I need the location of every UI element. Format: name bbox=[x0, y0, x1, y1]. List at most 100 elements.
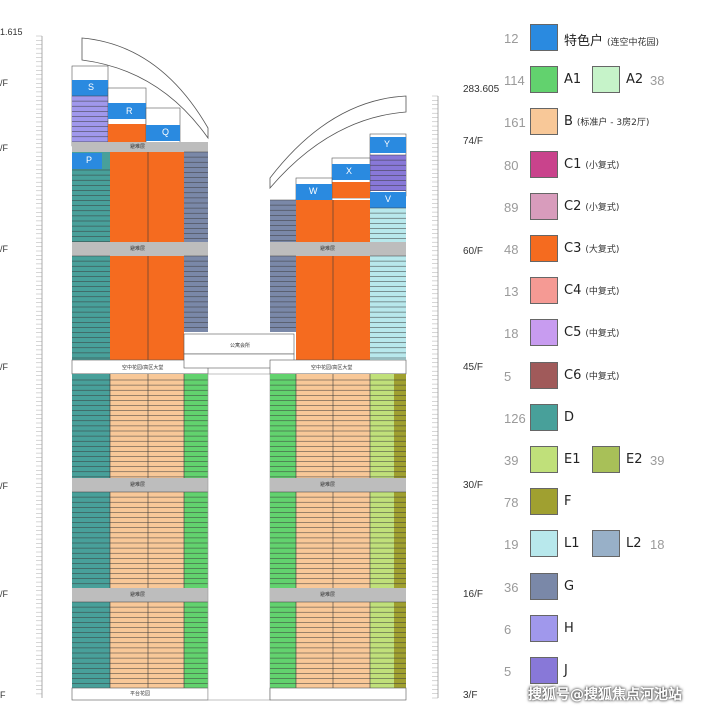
right-floor-label: 74/F bbox=[463, 136, 484, 147]
unit-A1 bbox=[270, 602, 296, 688]
unit-A1 bbox=[270, 374, 296, 480]
legend-row: 114 A1 A2 38 bbox=[500, 66, 710, 94]
unit-C3 bbox=[110, 256, 184, 360]
unit-C3 bbox=[110, 152, 184, 242]
unit-J bbox=[370, 155, 406, 191]
left-crown bbox=[81, 37, 209, 140]
refuge-floor bbox=[72, 588, 208, 602]
legend-row: 5 C6 (中复式) bbox=[500, 361, 710, 390]
legend-swatch bbox=[530, 488, 558, 516]
refuge-floor bbox=[72, 142, 208, 152]
left-floor-label: /F bbox=[0, 589, 8, 599]
legend-row: 89 C2 (小复式) bbox=[500, 192, 710, 221]
unit-B bbox=[110, 374, 184, 480]
unit-tag: Y bbox=[384, 139, 391, 149]
legend-swatch bbox=[530, 572, 558, 600]
legend-row: 80 C1 (小复式) bbox=[500, 150, 710, 179]
legend-name: C2 (小复式) bbox=[564, 199, 619, 214]
special-unit bbox=[146, 125, 180, 141]
legend-note: (大复式) bbox=[585, 245, 620, 255]
unit-B bbox=[110, 602, 184, 688]
unit-F bbox=[394, 602, 406, 688]
legend-name: 特色户 (连空中花园) bbox=[564, 30, 659, 49]
unit-tag: X bbox=[346, 166, 353, 176]
legend-row: 19 L1 L2 18 bbox=[500, 530, 710, 558]
unit-A1 bbox=[184, 492, 208, 588]
special-unit bbox=[370, 137, 406, 153]
unit-F bbox=[394, 492, 406, 588]
unit-G bbox=[270, 256, 296, 332]
legend-swatch bbox=[530, 66, 558, 94]
left-top-elevation: 1.615 bbox=[0, 27, 23, 37]
special-unit bbox=[72, 80, 108, 96]
refuge-floor-label: 避难层 bbox=[130, 144, 146, 150]
unit-A1 bbox=[184, 602, 208, 688]
special-unit bbox=[72, 153, 102, 169]
unit-L1 bbox=[370, 256, 406, 360]
legend-name-text: D bbox=[564, 409, 575, 425]
unit-C3 bbox=[108, 124, 146, 144]
unit-L1 bbox=[370, 208, 406, 242]
legend-count: 5 bbox=[504, 368, 512, 384]
legend-name: F bbox=[564, 494, 571, 509]
legend-name: C3 (大复式) bbox=[564, 241, 619, 256]
refuge-floor bbox=[270, 242, 406, 256]
legend-swatch bbox=[530, 235, 558, 262]
refuge-floor-label: 避难层 bbox=[130, 592, 146, 598]
right-floor-label: 60/F bbox=[463, 246, 484, 257]
legend-swatch bbox=[530, 319, 558, 347]
legend-name: D bbox=[564, 410, 574, 425]
legend-swatch bbox=[530, 108, 558, 136]
legend-name: J bbox=[564, 663, 568, 678]
right-crown bbox=[269, 95, 407, 190]
legend-note: (连空中花园) bbox=[607, 38, 660, 48]
refuge-floor bbox=[72, 478, 208, 492]
refuge-floor bbox=[270, 478, 406, 492]
legend-name: G bbox=[564, 579, 574, 594]
unit-D bbox=[72, 256, 110, 360]
legend-note: (中复式) bbox=[585, 371, 620, 382]
legend-name: L2 bbox=[626, 536, 642, 552]
legend-swatch bbox=[530, 24, 558, 51]
left-floor-label: /F bbox=[0, 362, 8, 372]
unit-tag: W bbox=[309, 186, 318, 196]
special-unit bbox=[108, 103, 146, 119]
legend-name-text: C4 bbox=[564, 283, 582, 299]
legend-swatch bbox=[592, 530, 620, 558]
left-floor-label: /F bbox=[0, 78, 8, 88]
unit-G bbox=[184, 256, 208, 332]
unit-A1 bbox=[270, 492, 296, 588]
watermark: 搜狐号@搜狐焦点河池站 bbox=[528, 687, 682, 703]
legend-name: C1 (小复式) bbox=[564, 157, 619, 172]
right-floor-label: 16/F bbox=[463, 589, 484, 600]
legend-name-text: H bbox=[564, 620, 574, 636]
unit-D bbox=[72, 374, 110, 480]
legend-row: 36 G bbox=[500, 572, 710, 601]
unit-tag: Q bbox=[162, 127, 170, 137]
legend-swatch bbox=[530, 530, 558, 558]
legend-count: 89 bbox=[504, 199, 519, 215]
special-unit bbox=[296, 184, 332, 200]
left-floor-label: F bbox=[0, 690, 6, 700]
unit-D bbox=[72, 492, 110, 588]
legend-name-text: A1 bbox=[564, 72, 582, 88]
right-floor-label: 30/F bbox=[463, 480, 484, 491]
unit-C3 bbox=[332, 182, 370, 198]
legend-count: 6 bbox=[504, 621, 512, 637]
right-floor-label: 3/F bbox=[463, 690, 478, 701]
legend-name: C4 (中复式) bbox=[564, 283, 619, 298]
legend-count: 5 bbox=[504, 664, 512, 679]
unit-tag: P bbox=[86, 155, 93, 165]
sky-garden-label: 空中花园/高区大堂 bbox=[311, 365, 353, 371]
legend-name: L1 bbox=[564, 536, 580, 551]
legend-row: 78 F bbox=[500, 488, 710, 516]
podium bbox=[269, 687, 407, 701]
podium-garden-label: 平台花园 bbox=[130, 691, 151, 697]
unit-A1 bbox=[184, 374, 208, 480]
legend-count: 39 bbox=[504, 453, 519, 468]
unit-tag: V bbox=[385, 194, 392, 204]
right-top-elevation: 283.605 bbox=[463, 84, 500, 95]
legend-note: (标准户 - 3房2厅) bbox=[576, 118, 650, 129]
legend-swatch bbox=[592, 446, 620, 473]
unit-B bbox=[110, 492, 184, 588]
